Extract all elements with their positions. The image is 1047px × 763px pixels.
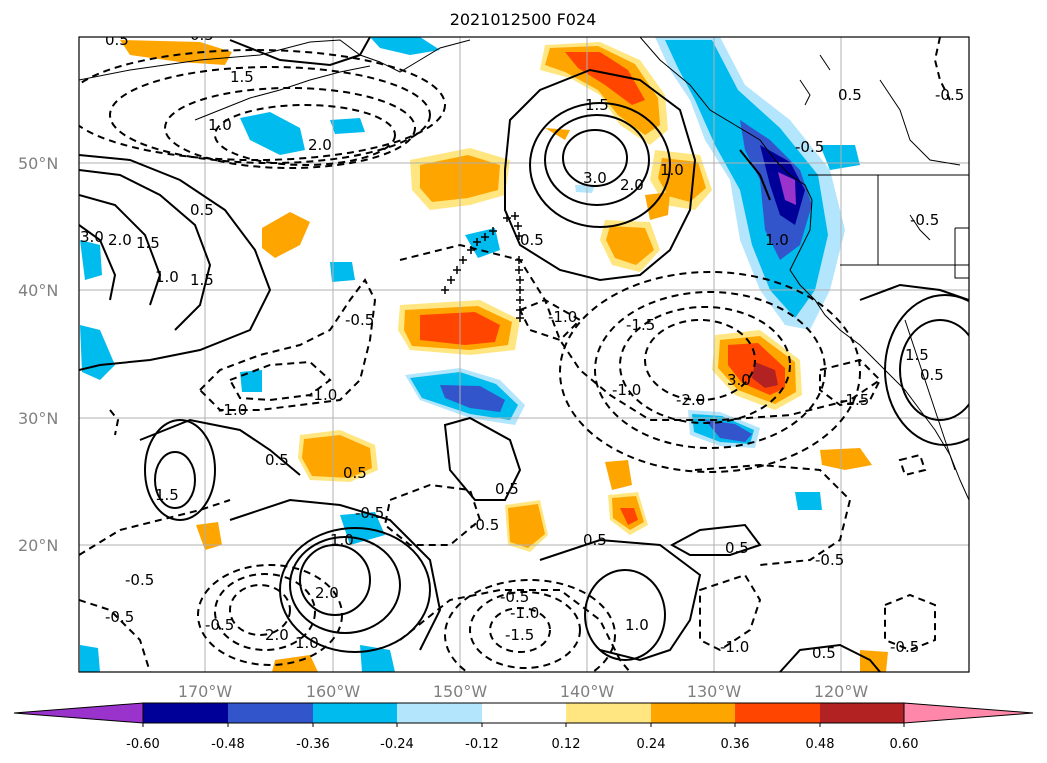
contour-label: -0.5 bbox=[205, 616, 234, 634]
colorbar-swatch bbox=[735, 703, 820, 723]
contour-label: -0.5 bbox=[125, 571, 154, 589]
map-area: 0.5 0.5 1.5 1.0 2.0 1.5 3.0 2.0 1.0 0.5 … bbox=[79, 26, 969, 672]
contour-label: 1.5 bbox=[190, 271, 214, 289]
lat-label: 30°N bbox=[18, 409, 58, 428]
contour-label: 0.5 bbox=[520, 231, 544, 249]
contour-label: 1.5 bbox=[905, 346, 929, 364]
colorbar-swatch bbox=[820, 703, 904, 723]
contour-label: 0.5 bbox=[725, 539, 749, 557]
contour-label: 1.0 bbox=[295, 634, 319, 652]
contour-label: -2.0 bbox=[676, 391, 705, 409]
colorbar-tick-label: -0.36 bbox=[296, 737, 330, 752]
contour-label: 3.0 bbox=[583, 169, 607, 187]
contour-label: -1.5 bbox=[840, 391, 869, 409]
contour-label: 2.0 bbox=[315, 584, 339, 602]
lon-label: 160°W bbox=[306, 682, 361, 701]
lat-label: 40°N bbox=[18, 281, 58, 300]
contour-label: 0.5 bbox=[190, 201, 214, 219]
colorbar-tick-label: 0.60 bbox=[890, 737, 919, 752]
longitude-labels: 170°W 160°W 150°W 140°W 130°W 120°W bbox=[178, 682, 869, 701]
contour-label: -1.0 bbox=[218, 401, 247, 419]
contour-lines bbox=[79, 37, 969, 672]
colorbar-swatch bbox=[651, 703, 735, 723]
contour-label: -0.5 bbox=[500, 588, 529, 606]
colorbar-tick-label: -0.24 bbox=[380, 737, 414, 752]
lon-label: 150°W bbox=[433, 682, 488, 701]
contour-label: 1.0 bbox=[155, 268, 179, 286]
contour-label: -1.5 bbox=[505, 626, 534, 644]
contour-label: -0.5 bbox=[470, 516, 499, 534]
map-title: 2021012500 F024 bbox=[450, 10, 597, 29]
gridlines bbox=[79, 37, 969, 672]
colorbar-tick-label: 0.12 bbox=[552, 737, 581, 752]
contour-label: 1.0 bbox=[330, 531, 354, 549]
lon-label: 140°W bbox=[560, 682, 615, 701]
contour-label: -1.0 bbox=[612, 381, 641, 399]
contour-label: 1.5 bbox=[585, 96, 609, 114]
track-markers bbox=[441, 212, 524, 322]
contour-label: 3.0 bbox=[80, 228, 104, 246]
contour-label: 0.5 bbox=[265, 451, 289, 469]
contour-label: -0.5 bbox=[910, 211, 939, 229]
contour-label: 1.5 bbox=[230, 68, 254, 86]
coastlines bbox=[79, 37, 969, 501]
contour-label: 1.0 bbox=[660, 161, 684, 179]
contour-label: 0.5 bbox=[190, 26, 214, 44]
lon-label: 120°W bbox=[814, 682, 869, 701]
colorbar-tick-label: 0.36 bbox=[721, 737, 750, 752]
contour-label: 1.0 bbox=[208, 116, 232, 134]
contour-label: 2.0 bbox=[108, 231, 132, 249]
contour-label: 0.5 bbox=[495, 480, 519, 498]
contour-label: -0.5 bbox=[345, 311, 374, 329]
contour-label: 0.5 bbox=[583, 531, 607, 549]
colorbar-tick-label: 0.48 bbox=[806, 737, 835, 752]
colorbar: -0.60 -0.48 -0.36 -0.24 -0.12 0.12 0.24 … bbox=[13, 702, 1034, 752]
contour-label: 2.0 bbox=[308, 136, 332, 154]
contour-label: -1.0 bbox=[720, 638, 749, 656]
contour-label: -1.0 bbox=[510, 604, 539, 622]
contour-label: 1.0 bbox=[765, 231, 789, 249]
contour-label: 1.5 bbox=[136, 234, 160, 252]
colorbar-extend-high bbox=[903, 702, 1034, 724]
colorbar-swatch bbox=[566, 703, 651, 723]
colorbar-tick-label: -0.48 bbox=[211, 737, 245, 752]
colorbar-tick-label: -0.12 bbox=[465, 737, 499, 752]
contour-label: -0.5 bbox=[105, 608, 134, 626]
contour-label: 2.0 bbox=[620, 176, 644, 194]
colorbar-extend-low bbox=[13, 702, 144, 724]
contour-label: -0.5 bbox=[795, 138, 824, 156]
lon-label: 130°W bbox=[687, 682, 742, 701]
contour-label: -0.5 bbox=[935, 86, 964, 104]
contour-label: -1.0 bbox=[308, 386, 337, 404]
colorbar-tick-label: 0.24 bbox=[637, 737, 666, 752]
shaded-field bbox=[80, 37, 888, 672]
contour-label: 0.5 bbox=[838, 86, 862, 104]
contour-label: 3.0 bbox=[727, 371, 751, 389]
colorbar-swatch bbox=[397, 703, 482, 723]
contour-label: 0.5 bbox=[105, 31, 129, 49]
lat-label: 20°N bbox=[18, 536, 58, 555]
contour-label: -1.5 bbox=[626, 316, 655, 334]
colorbar-swatch bbox=[143, 703, 228, 723]
lat-label: 50°N bbox=[18, 154, 58, 173]
lon-label: 170°W bbox=[178, 682, 233, 701]
contour-labels: 0.5 0.5 1.5 1.0 2.0 1.5 3.0 2.0 1.0 0.5 … bbox=[80, 26, 964, 662]
colorbar-swatch bbox=[313, 703, 397, 723]
contour-label: 0.5 bbox=[343, 464, 367, 482]
latitude-labels: 50°N 40°N 30°N 20°N bbox=[18, 154, 58, 555]
contour-label: 0.5 bbox=[920, 366, 944, 384]
colorbar-tick-label: -0.60 bbox=[126, 737, 160, 752]
contour-label: -0.5 bbox=[355, 504, 384, 522]
contour-label: 2.0 bbox=[265, 626, 289, 644]
contour-label: 0.5 bbox=[812, 644, 836, 662]
contour-label: -1.0 bbox=[548, 308, 577, 326]
contour-label: -0.5 bbox=[890, 638, 919, 656]
contour-label: -0.5 bbox=[815, 551, 844, 569]
map-frame bbox=[78, 36, 970, 673]
colorbar-swatch bbox=[482, 703, 566, 723]
colorbar-swatch bbox=[228, 703, 313, 723]
contour-label: 1.0 bbox=[625, 616, 649, 634]
contour-label: 1.5 bbox=[155, 486, 179, 504]
